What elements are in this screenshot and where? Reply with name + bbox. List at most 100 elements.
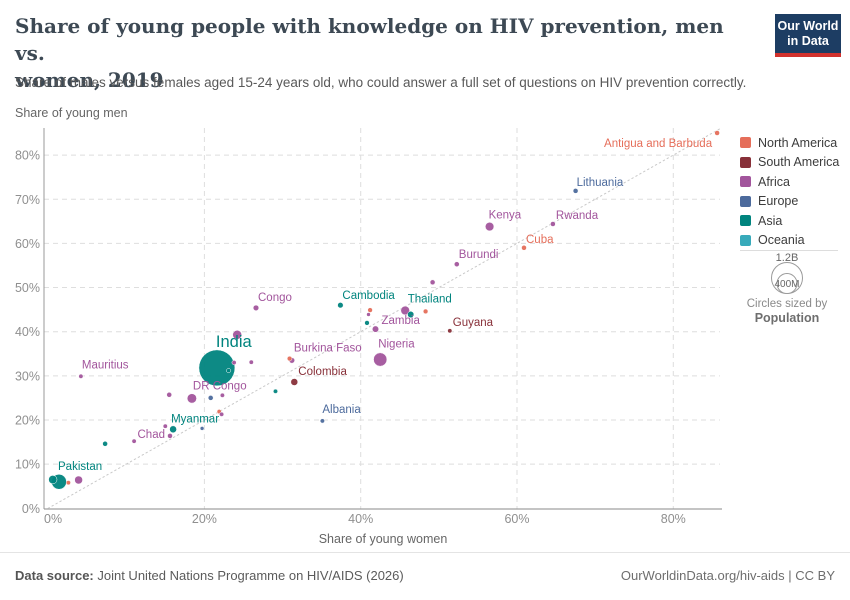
data-point[interactable] [286, 355, 293, 362]
legend-swatch [740, 195, 751, 207]
legend-item-asia[interactable]: Asia [740, 211, 839, 231]
parity-line [47, 127, 723, 509]
continent-legend: North America South America Africa Europe As… [740, 133, 839, 250]
owid-logo[interactable]: Our World in Data [775, 14, 841, 57]
legend-item-south-america[interactable]: South America [740, 153, 839, 173]
legend-swatch [740, 137, 751, 149]
data-point-kenya[interactable] [485, 222, 495, 232]
y-tick-label: 80% [15, 149, 40, 163]
data-point-mauritius[interactable] [78, 373, 84, 379]
country-label-burundi: Burundi [459, 249, 499, 261]
legend-swatch [740, 176, 751, 188]
data-point-cambodia[interactable] [337, 302, 344, 309]
data-source[interactable]: Data source: Joint United Nations Progra… [15, 568, 404, 583]
country-label-lithuania: Lithuania [577, 177, 624, 189]
country-label-albania: Albania [322, 404, 361, 416]
country-label-chad: Chad [138, 429, 166, 441]
country-label-antigua-and-barbuda: Antigua and Barbuda [604, 138, 713, 150]
data-point-lithuania[interactable] [572, 188, 579, 194]
country-label-burkina-faso: Burkina Faso [294, 342, 362, 354]
data-point-rwanda[interactable] [550, 221, 556, 227]
data-point[interactable] [367, 307, 373, 313]
data-point[interactable] [231, 360, 237, 366]
country-label-nigeria: Nigeria [378, 339, 415, 351]
data-point[interactable] [166, 392, 172, 398]
size-legend-outer-label: 1.2B [776, 252, 799, 264]
country-label-congo: Congo [258, 292, 292, 304]
data-point-thailand[interactable] [407, 311, 415, 318]
data-point-albania[interactable] [319, 418, 325, 424]
data-point-nigeria[interactable] [373, 352, 388, 367]
y-tick-label: 40% [15, 325, 40, 339]
data-point[interactable] [199, 426, 205, 431]
data-point[interactable] [364, 320, 370, 326]
x-axis-title: Share of young women [319, 532, 448, 546]
legend-label: North America [758, 135, 838, 150]
y-tick-label: 10% [15, 458, 40, 472]
data-point[interactable] [162, 423, 168, 429]
legend-swatch [740, 234, 751, 246]
country-label-pakistan: Pakistan [58, 461, 102, 473]
legend-label: Africa [758, 174, 790, 189]
y-tick-label: 50% [15, 281, 40, 295]
legend-label: Europe [758, 194, 799, 209]
legend-item-africa[interactable]: Africa [740, 172, 839, 192]
data-point[interactable] [226, 368, 232, 374]
x-tick-label: 0% [44, 512, 62, 526]
data-point[interactable] [102, 441, 108, 447]
x-tick-label: 20% [192, 512, 217, 526]
x-tick-label: 80% [661, 512, 686, 526]
country-label-cambodia: Cambodia [342, 290, 395, 302]
country-label-zambia: Zambia [382, 315, 421, 327]
country-label-rwanda: Rwanda [556, 210, 599, 222]
data-point-burundi[interactable] [454, 261, 460, 267]
data-point-guyana[interactable] [447, 328, 453, 334]
country-label-mauritius: Mauritius [82, 359, 129, 371]
y-tick-label: 70% [15, 193, 40, 207]
data-point[interactable] [131, 438, 137, 444]
size-legend-inner-circle [776, 273, 798, 294]
legend-item-oceania[interactable]: Oceania [740, 231, 839, 251]
legend-swatch [740, 156, 751, 168]
data-point[interactable] [219, 392, 225, 398]
data-point[interactable] [248, 359, 254, 365]
x-tick-label: 40% [348, 512, 373, 526]
legend-item-north-america[interactable]: North America [740, 133, 839, 153]
data-point-dr-congo[interactable] [186, 393, 197, 404]
country-label-myanmar: Myanmar [171, 413, 219, 425]
country-label-colombia: Colombia [298, 366, 347, 378]
chart-title: Share of young people with knowledge on … [15, 14, 724, 92]
x-tick-label: 60% [504, 512, 529, 526]
data-point[interactable] [232, 330, 242, 340]
data-point[interactable] [273, 388, 278, 394]
size-legend-inner-label: 400M [774, 279, 799, 290]
footer: Data source: Joint United Nations Progra… [0, 552, 850, 600]
data-point[interactable] [219, 411, 225, 417]
data-point[interactable] [422, 308, 429, 315]
data-point-cuba[interactable] [521, 245, 527, 251]
license-link[interactable]: OurWorldinData.org/hiv-aids | CC BY [620, 568, 835, 583]
size-legend-outer-circle [771, 262, 803, 294]
data-point-colombia[interactable] [290, 378, 299, 386]
data-point-chad[interactable] [167, 433, 173, 439]
data-point-zambia[interactable] [372, 325, 379, 333]
data-point[interactable] [74, 475, 83, 485]
data-point[interactable] [65, 480, 71, 486]
legend-label: South America [758, 155, 840, 170]
data-point-congo[interactable] [252, 304, 260, 311]
data-point[interactable] [207, 395, 214, 401]
size-legend-caption: Circles sized by [747, 298, 828, 310]
country-label-guyana: Guyana [453, 317, 494, 329]
y-tick-label: 60% [15, 237, 40, 251]
data-point[interactable] [366, 312, 371, 317]
data-point-india[interactable] [198, 349, 236, 387]
legend-divider [740, 250, 838, 251]
legend-item-europe[interactable]: Europe [740, 192, 839, 212]
data-point-antigua-and-barbuda[interactable] [714, 130, 720, 136]
country-label-kenya: Kenya [489, 210, 522, 222]
chart-subtitle: Share of males versus females aged 15-24… [15, 75, 747, 90]
data-point[interactable] [48, 475, 58, 485]
data-point[interactable] [400, 305, 410, 316]
data-point[interactable] [429, 279, 436, 286]
data-point-myanmar[interactable] [169, 425, 177, 434]
